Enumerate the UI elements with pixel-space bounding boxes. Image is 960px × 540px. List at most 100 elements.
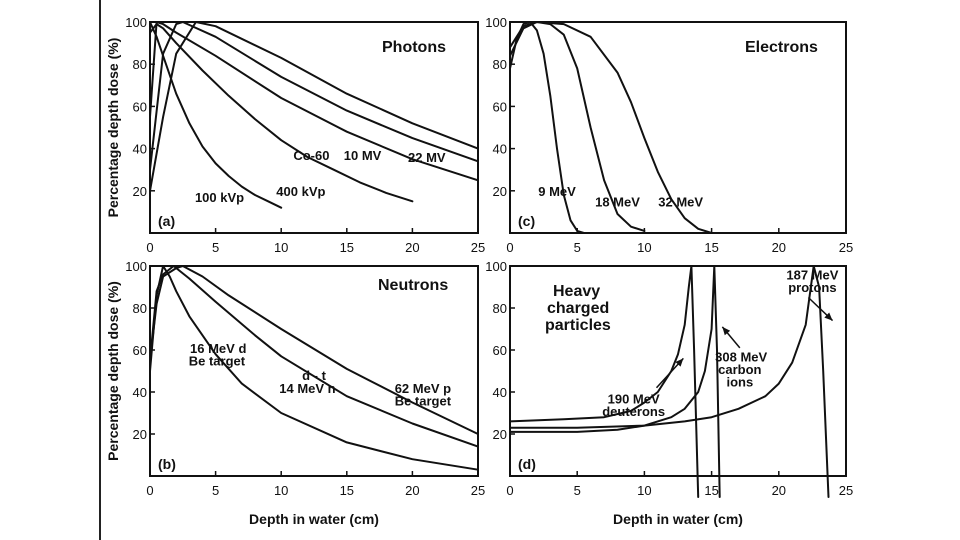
y-tick-label: 100 [485, 259, 507, 274]
neutrons-ticks: 0 5 10 15 20 25 20 40 60 80 100 [125, 259, 485, 498]
photons-ticks: 0 5 10 15 20 25 20 40 60 80 100 [125, 15, 485, 255]
curve-16-mev-d-be-target [150, 265, 479, 471]
heavy-particles-title-line-2: charged [547, 300, 609, 317]
photons-title: Photons [382, 39, 446, 56]
heavy-particles-ticks: 0 5 10 15 20 25 20 40 60 80 100 [485, 259, 853, 498]
y-tick-label: 20 [493, 427, 507, 442]
curve-label: Co-60 [293, 148, 329, 163]
x-tick-label: 5 [574, 483, 581, 498]
x-tick-label: 25 [471, 483, 485, 498]
x-tick-label: 0 [506, 240, 513, 255]
neutrons-curves [150, 265, 479, 471]
curve-label: 16 MeV d [190, 341, 246, 356]
photons-panel-letter: (a) [158, 213, 175, 229]
curve-label: Be target [189, 354, 246, 369]
heavy-particles-arrows [655, 296, 834, 389]
arrow-head [675, 358, 684, 367]
curve-9-mev [510, 21, 585, 234]
y-tick-label: 80 [133, 301, 147, 316]
y-tick-label: 80 [493, 57, 507, 72]
neutrons-x-axis-label: Depth in water (cm) [249, 511, 379, 527]
curve-62-mev-p-be-target [150, 265, 479, 435]
x-tick-label: 25 [839, 240, 853, 255]
arrow-head [824, 312, 833, 321]
x-tick-label: 5 [212, 483, 219, 498]
x-tick-label: 10 [274, 240, 288, 255]
y-tick-label: 60 [133, 343, 147, 358]
y-tick-label: 40 [133, 385, 147, 400]
curve-label: 190 MeV [608, 391, 660, 406]
curve-22-mv [150, 21, 479, 192]
curve-label: protons [788, 280, 836, 295]
curve-10-mv [150, 21, 479, 171]
curve-label: carbon [718, 362, 761, 377]
x-tick-label: 0 [146, 483, 153, 498]
y-tick-label: 20 [133, 427, 147, 442]
arrow-head [722, 326, 731, 336]
x-tick-label: 10 [637, 483, 651, 498]
y-tick-label: 100 [125, 259, 147, 274]
curve-187-mev-protons [510, 265, 830, 498]
y-tick-label: 100 [485, 15, 507, 30]
y-tick-label: 60 [493, 99, 507, 114]
photons-panel: Photons (a) Percentage depth dose (%) 0 5… [105, 15, 485, 255]
heavy-particles-panel: Heavy charged particles (d) Depth in wat… [485, 259, 853, 527]
curve-label: ions [726, 375, 753, 390]
electrons-curves [510, 21, 713, 234]
x-tick-label: 5 [574, 240, 581, 255]
y-tick-label: 100 [125, 15, 147, 30]
curve-label: 14 MeV n [279, 381, 335, 396]
neutrons-title: Neutrons [378, 277, 448, 294]
x-tick-label: 15 [704, 240, 718, 255]
electrons-curve-labels: 9 MeV 18 MeV 32 MeV [538, 184, 703, 210]
curve-label: d - t [302, 368, 326, 383]
curve-label: 32 MeV [658, 194, 703, 209]
electrons-panel: Electrons (c) 0 5 10 15 20 25 20 40 60 80 100 9 Me… [485, 15, 853, 255]
curve-label: 100 kVp [195, 190, 244, 205]
y-tick-label: 60 [133, 99, 147, 114]
curve-label: 9 MeV [538, 184, 576, 199]
curve-32-mev [510, 21, 713, 234]
x-tick-label: 20 [405, 240, 419, 255]
curve-d-t-14-mev-n [150, 265, 479, 448]
x-tick-label: 0 [506, 483, 513, 498]
x-tick-label: 20 [772, 483, 786, 498]
x-tick-label: 25 [471, 240, 485, 255]
photons-y-axis-label: Percentage depth dose (%) [105, 38, 121, 218]
x-tick-label: 15 [704, 483, 718, 498]
photons-plot-frame [149, 21, 479, 234]
y-tick-label: 80 [133, 57, 147, 72]
photons-curve-labels: 100 kVp 400 kVp Co-60 10 MV 22 MV [195, 148, 446, 205]
electrons-title: Electrons [745, 39, 818, 56]
electrons-ticks: 0 5 10 15 20 25 20 40 60 80 100 [485, 15, 853, 255]
heavy-particles-x-axis-label: Depth in water (cm) [613, 511, 743, 527]
y-tick-label: 20 [493, 184, 507, 199]
y-tick-label: 40 [133, 142, 147, 157]
electrons-panel-letter: (c) [518, 213, 535, 229]
y-tick-label: 40 [493, 385, 507, 400]
curve-label: 187 MeV [786, 267, 838, 282]
y-tick-label: 80 [493, 301, 507, 316]
heavy-particles-title-line-3: particles [545, 317, 611, 334]
curve-label: deuterons [602, 404, 665, 419]
curve-label: 308 MeV [715, 349, 767, 364]
x-tick-label: 0 [146, 240, 153, 255]
x-tick-label: 10 [274, 483, 288, 498]
electrons-plot-frame [509, 21, 847, 234]
x-tick-label: 10 [637, 240, 651, 255]
curve-label: 18 MeV [595, 194, 640, 209]
x-tick-label: 25 [839, 483, 853, 498]
curve-co-60 [150, 21, 479, 182]
x-tick-label: 20 [772, 240, 786, 255]
neutrons-y-axis-label: Percentage depth dose (%) [105, 281, 121, 461]
curve-400-kvp [150, 23, 414, 203]
x-tick-label: 5 [212, 240, 219, 255]
heavy-particles-plot-frame [509, 265, 847, 477]
curve-label: 10 MV [344, 148, 382, 163]
curve-100-kvp [150, 21, 283, 209]
neutrons-panel: Neutrons (b) Percentage depth dose (%) D… [105, 259, 485, 527]
curve-label: 22 MV [408, 150, 446, 165]
curve-label: 400 kVp [276, 184, 325, 199]
